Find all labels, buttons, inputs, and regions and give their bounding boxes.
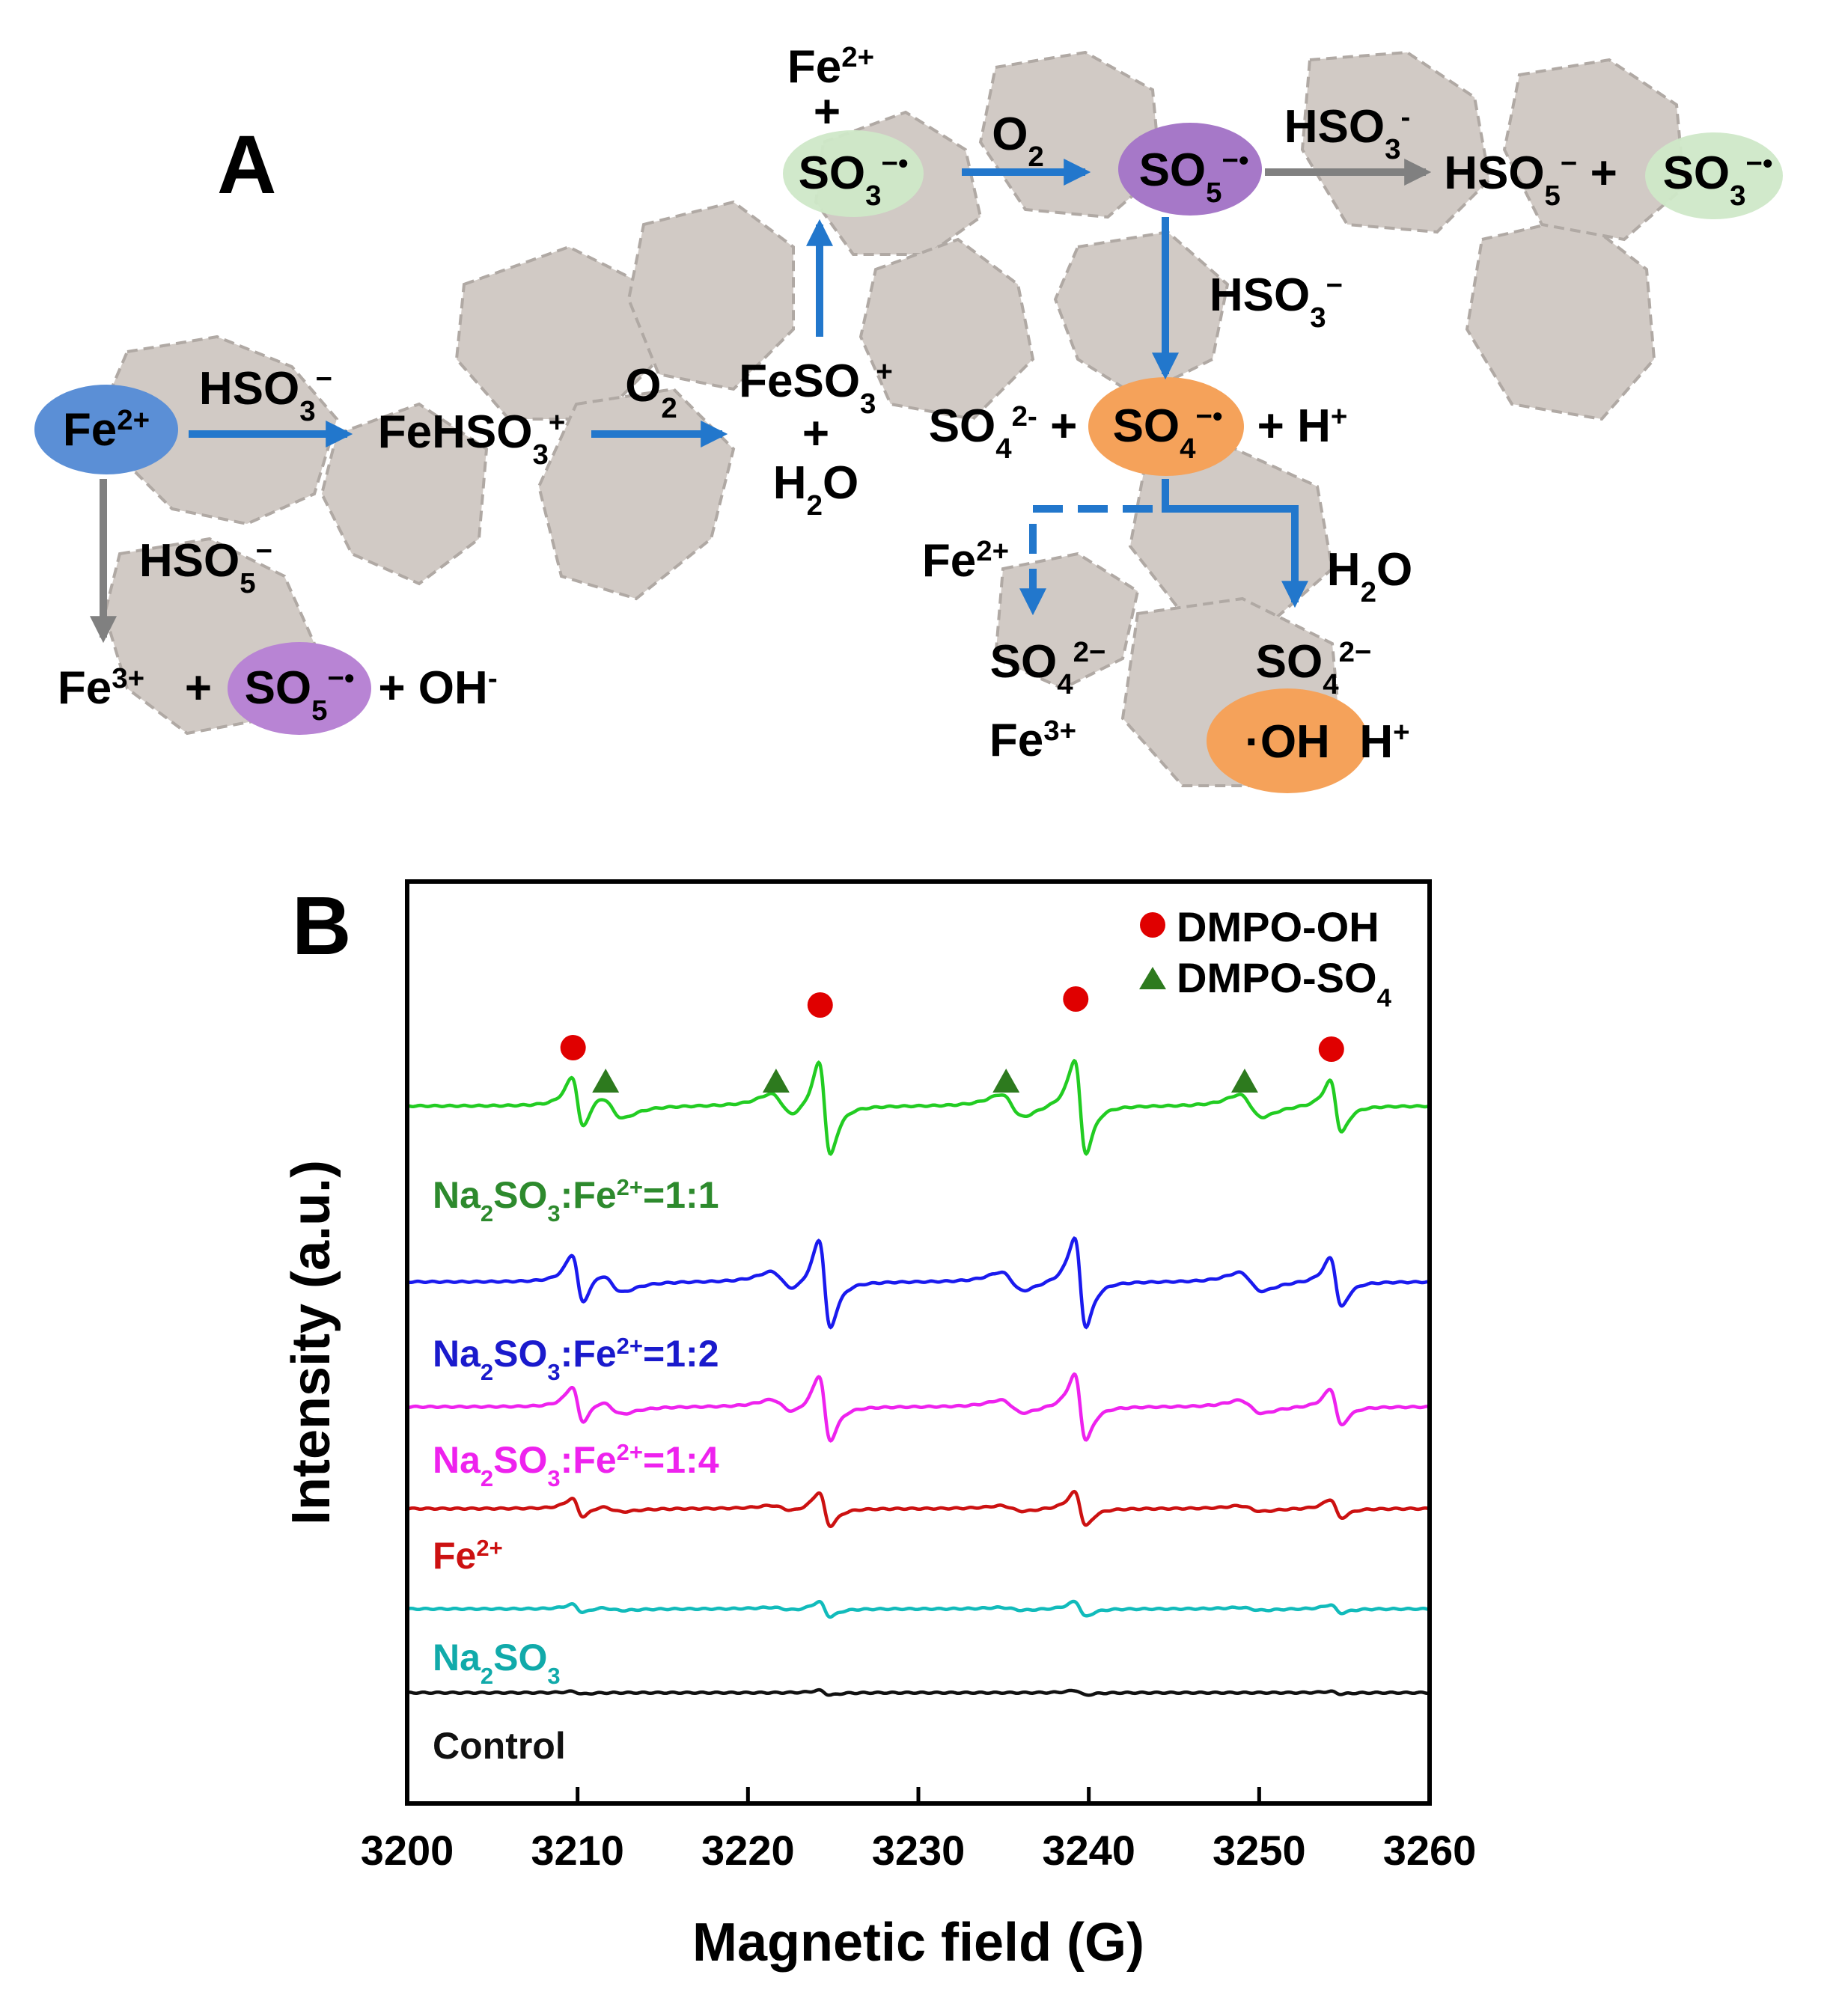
arrow [1162,479,1308,608]
h2o-label-a: H2O [773,457,858,522]
dmpo-so4-marker [1230,1069,1258,1093]
so42-label-a: SO42− [990,636,1106,700]
so3-radical-ellipse [783,130,924,217]
so42-plus-label: SO42- + [929,400,1078,465]
o2-label-a: O2 [625,360,677,424]
series-labels: Na2SO3:Fe2+=1:1 Na2SO3:Fe2+=1:2 Na2SO3:F… [433,1174,719,1768]
dmpo-so4-marker [762,1069,790,1093]
legend-dmpo-so4-label: DMPO-SO4 [1177,954,1392,1012]
dmpo-so4-marker [592,1069,620,1093]
series-line [406,1687,1429,1697]
arrows [90,159,1432,644]
fe2-dashed-label: Fe2+ [922,535,1009,587]
particle [1300,50,1492,234]
so5-radical-bottom-label: SO5−• [245,662,355,727]
peak-markers [560,986,1344,1093]
feso3-label: FeSO3+ [739,355,893,420]
x-tick-label: 3220 [701,1827,795,1874]
x-tick-label: 3260 [1383,1827,1477,1874]
fehso3-label: FeHSO3+ [378,406,566,471]
fe3-plus: + [185,662,212,714]
particle [1053,230,1230,399]
particle [1465,215,1656,421]
fe3-label-b: Fe3+ [58,662,144,715]
oh-minus-label: + OH- [378,662,497,715]
particle [626,200,795,391]
dmpo-oh-marker [1063,986,1089,1012]
dmpo-oh-marker [807,992,833,1018]
fe2-top-label: Fe2+ [787,41,874,94]
hso3-label-b: HSO3- [1284,101,1411,165]
h2o-label-b: H2O [1327,544,1412,608]
series-label-4: Fe2+ [433,1535,503,1577]
particle [858,237,1035,421]
curves [406,1058,1430,1697]
particle [320,402,489,586]
series-label-5: Na2SO3 [433,1637,561,1689]
dmpo-so4-marker [992,1069,1020,1093]
series-label-3: Na2SO3:Fe2+=1:4 [433,1439,719,1491]
x-axis: 3200 3210 3220 3230 3240 3250 3260 [361,1787,1477,1874]
so4-radical-ellipse [1088,377,1244,476]
series-line [406,1235,1430,1330]
legend: DMPO-OH DMPO-SO4 [1139,903,1392,1012]
panel-label: A [217,119,276,211]
series-label-1: Na2SO3:Fe2+=1:1 [433,1174,719,1227]
particle [1502,58,1686,242]
particle [454,245,661,421]
species-labels: Fe2+ HSO3− FeHSO3+ O2 FeSO3+ + H2O Fe2+ … [58,41,1773,769]
x-tick-label: 3210 [531,1827,624,1874]
series-line [407,1372,1429,1443]
so4-radical-label: SO4−• [1113,400,1223,465]
legend-dmpo-oh-marker [1140,912,1165,938]
hso5-left-label: HSO5− [139,535,272,599]
series-line [406,1599,1430,1619]
fe2-ellipse [34,385,178,474]
x-tick-label: 3200 [361,1827,454,1874]
feso3-plus: + [802,408,829,459]
so42-label-b: SO42− [1256,636,1372,700]
oh-radical-ellipse [1207,688,1368,793]
y-axis-label: Intensity (a.u.) [281,1160,341,1525]
series-line [406,1058,1430,1156]
so5-radical-ellipse [1118,123,1262,216]
oh-radical-label: ·OH [1245,716,1330,768]
series-line [406,1489,1430,1529]
x-axis-label: Magnetic field (G) [692,1913,1144,1973]
arrow [1019,505,1153,616]
legend-dmpo-oh-label: DMPO-OH [1177,903,1379,950]
h-plus-label: H+ [1359,716,1409,769]
x-tick-label: 3240 [1042,1827,1135,1874]
chart: 3200 3210 3220 3230 3240 3250 3260 Magnetic fi… [281,879,1477,1973]
legend-dmpo-so4-marker [1139,967,1166,989]
hso3-label-a: HSO3− [199,363,332,427]
hso5-right-label: HSO5− + [1444,147,1617,212]
fe2-start: Fe2+ [63,404,150,456]
fe3-label-a: Fe3+ [989,715,1076,767]
particle-background [103,50,1686,787]
panel-b: B 3200 3210 3220 3230 3240 3250 3260 Magnetic … [281,879,1477,1973]
top-plus: + [814,86,841,138]
o2-label-b: O2 [992,109,1044,173]
hso3-label-c: HSO3− [1210,269,1343,334]
so3-radical-right-ellipse [1645,132,1783,219]
panel-a: A Fe2+ HSO3− FeHSO3+ O2 FeSO3+ + [34,41,1783,793]
so5-radical-bottom-ellipse [228,642,371,735]
series-label-6: Control [433,1725,566,1767]
so3-radical-right-label: SO3−• [1663,147,1773,212]
x-tick-label: 3230 [872,1827,966,1874]
series-label-2: Na2SO3:Fe2+=1:2 [433,1333,719,1385]
x-tick-label: 3250 [1213,1827,1306,1874]
particle [537,387,736,601]
so3-radical-label: SO3−• [799,147,909,212]
plus-h-label: + H+ [1257,400,1348,453]
panel-label: B [292,880,351,972]
dmpo-oh-marker [1318,1036,1344,1062]
dmpo-oh-marker [560,1035,586,1060]
so5-radical-label: SO5−• [1139,144,1249,209]
